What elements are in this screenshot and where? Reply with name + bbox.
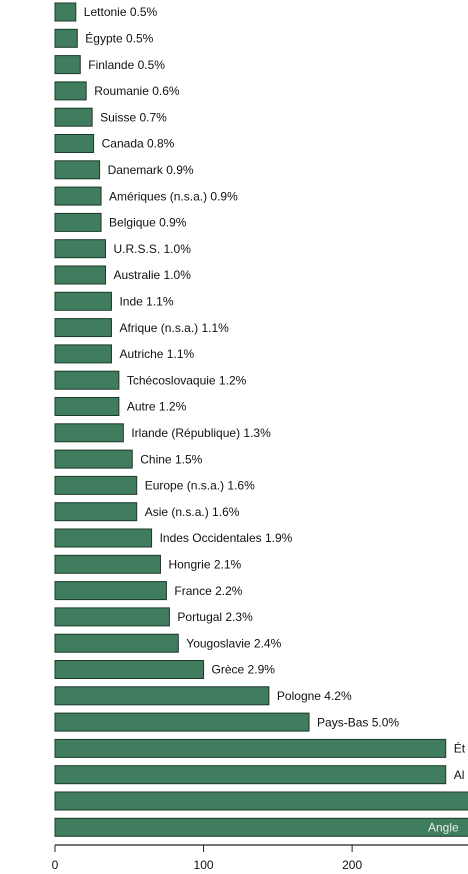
bar-label: Belgique 0.9% (109, 216, 187, 230)
bar (54, 502, 138, 522)
bar-label: Inde 1.1% (119, 294, 173, 308)
bar (54, 186, 102, 206)
bar-label: Chine 1.5% (140, 452, 202, 466)
bar-label: Asie (n.s.a.) 1.6% (145, 505, 240, 519)
bar (54, 2, 77, 22)
bar (54, 318, 112, 338)
bar-label: U.R.S.S. 1.0% (114, 242, 192, 256)
bar (54, 160, 101, 180)
bar-label: Tchécoslovaquie 1.2% (127, 373, 247, 387)
bar (54, 344, 112, 364)
bar-label: Hongrie 2.1% (168, 557, 241, 571)
x-tick-label: 200 (342, 858, 362, 872)
bar (54, 581, 167, 601)
bar-label: Angle (428, 820, 459, 834)
bar-label: Irlande (République) 1.3% (131, 426, 271, 440)
bar-label: Lettonie 0.5% (84, 5, 158, 19)
bar-label: Pologne 4.2% (277, 689, 352, 703)
bar-label: Suisse 0.7% (100, 110, 167, 124)
bar (54, 55, 81, 75)
bar (54, 817, 468, 837)
bar-label: Danemark 0.9% (108, 163, 194, 177)
bar-label: Amériques (n.s.a.) 0.9% (109, 189, 238, 203)
bar (54, 660, 205, 679)
bar (54, 107, 93, 127)
bar (54, 397, 120, 416)
bar (54, 212, 102, 232)
bar-label: Afrique (n.s.a.) 1.1% (119, 321, 229, 335)
bar (54, 423, 124, 443)
bar-label: Autre 1.2% (127, 400, 187, 414)
bar (54, 607, 170, 627)
bar-label: Portugal 2.3% (177, 610, 253, 624)
bar-label: Grèce 2.9% (212, 663, 276, 677)
bar-label: Autriche 1.1% (119, 347, 194, 361)
bar (54, 239, 107, 259)
bar-label: Finlande 0.5% (88, 58, 165, 72)
bar (54, 765, 447, 785)
bar (54, 475, 138, 495)
bar (54, 81, 87, 101)
bar (54, 738, 447, 758)
bar (54, 554, 161, 574)
bar-label: France 2.2% (174, 584, 242, 598)
bar (54, 370, 120, 390)
bar-label: Al (454, 768, 465, 782)
bar (54, 28, 78, 48)
x-tick-label: 0 (52, 858, 59, 872)
bar (54, 633, 179, 653)
bar-label: Pays-Bas 5.0% (317, 715, 399, 729)
bar (54, 134, 95, 153)
bar (54, 528, 153, 548)
bar (54, 265, 107, 285)
x-tick-label: 100 (194, 858, 214, 872)
bar-label: Yougoslavie 2.4% (186, 636, 281, 650)
bar (54, 791, 468, 811)
bar-label: Canada 0.8% (102, 137, 175, 151)
bar-label: Ét (454, 741, 466, 756)
bar-label: Europe (n.s.a.) 1.6% (145, 479, 255, 493)
bar-label: Égypte 0.5% (85, 30, 153, 45)
bar (54, 686, 270, 706)
bar-label: Roumanie 0.6% (94, 84, 180, 98)
bar-label: Indes Occidentales 1.9% (160, 531, 293, 545)
bar (54, 449, 133, 469)
bar-label: Australie 1.0% (114, 268, 192, 282)
bar (54, 712, 310, 732)
bar (54, 291, 112, 311)
